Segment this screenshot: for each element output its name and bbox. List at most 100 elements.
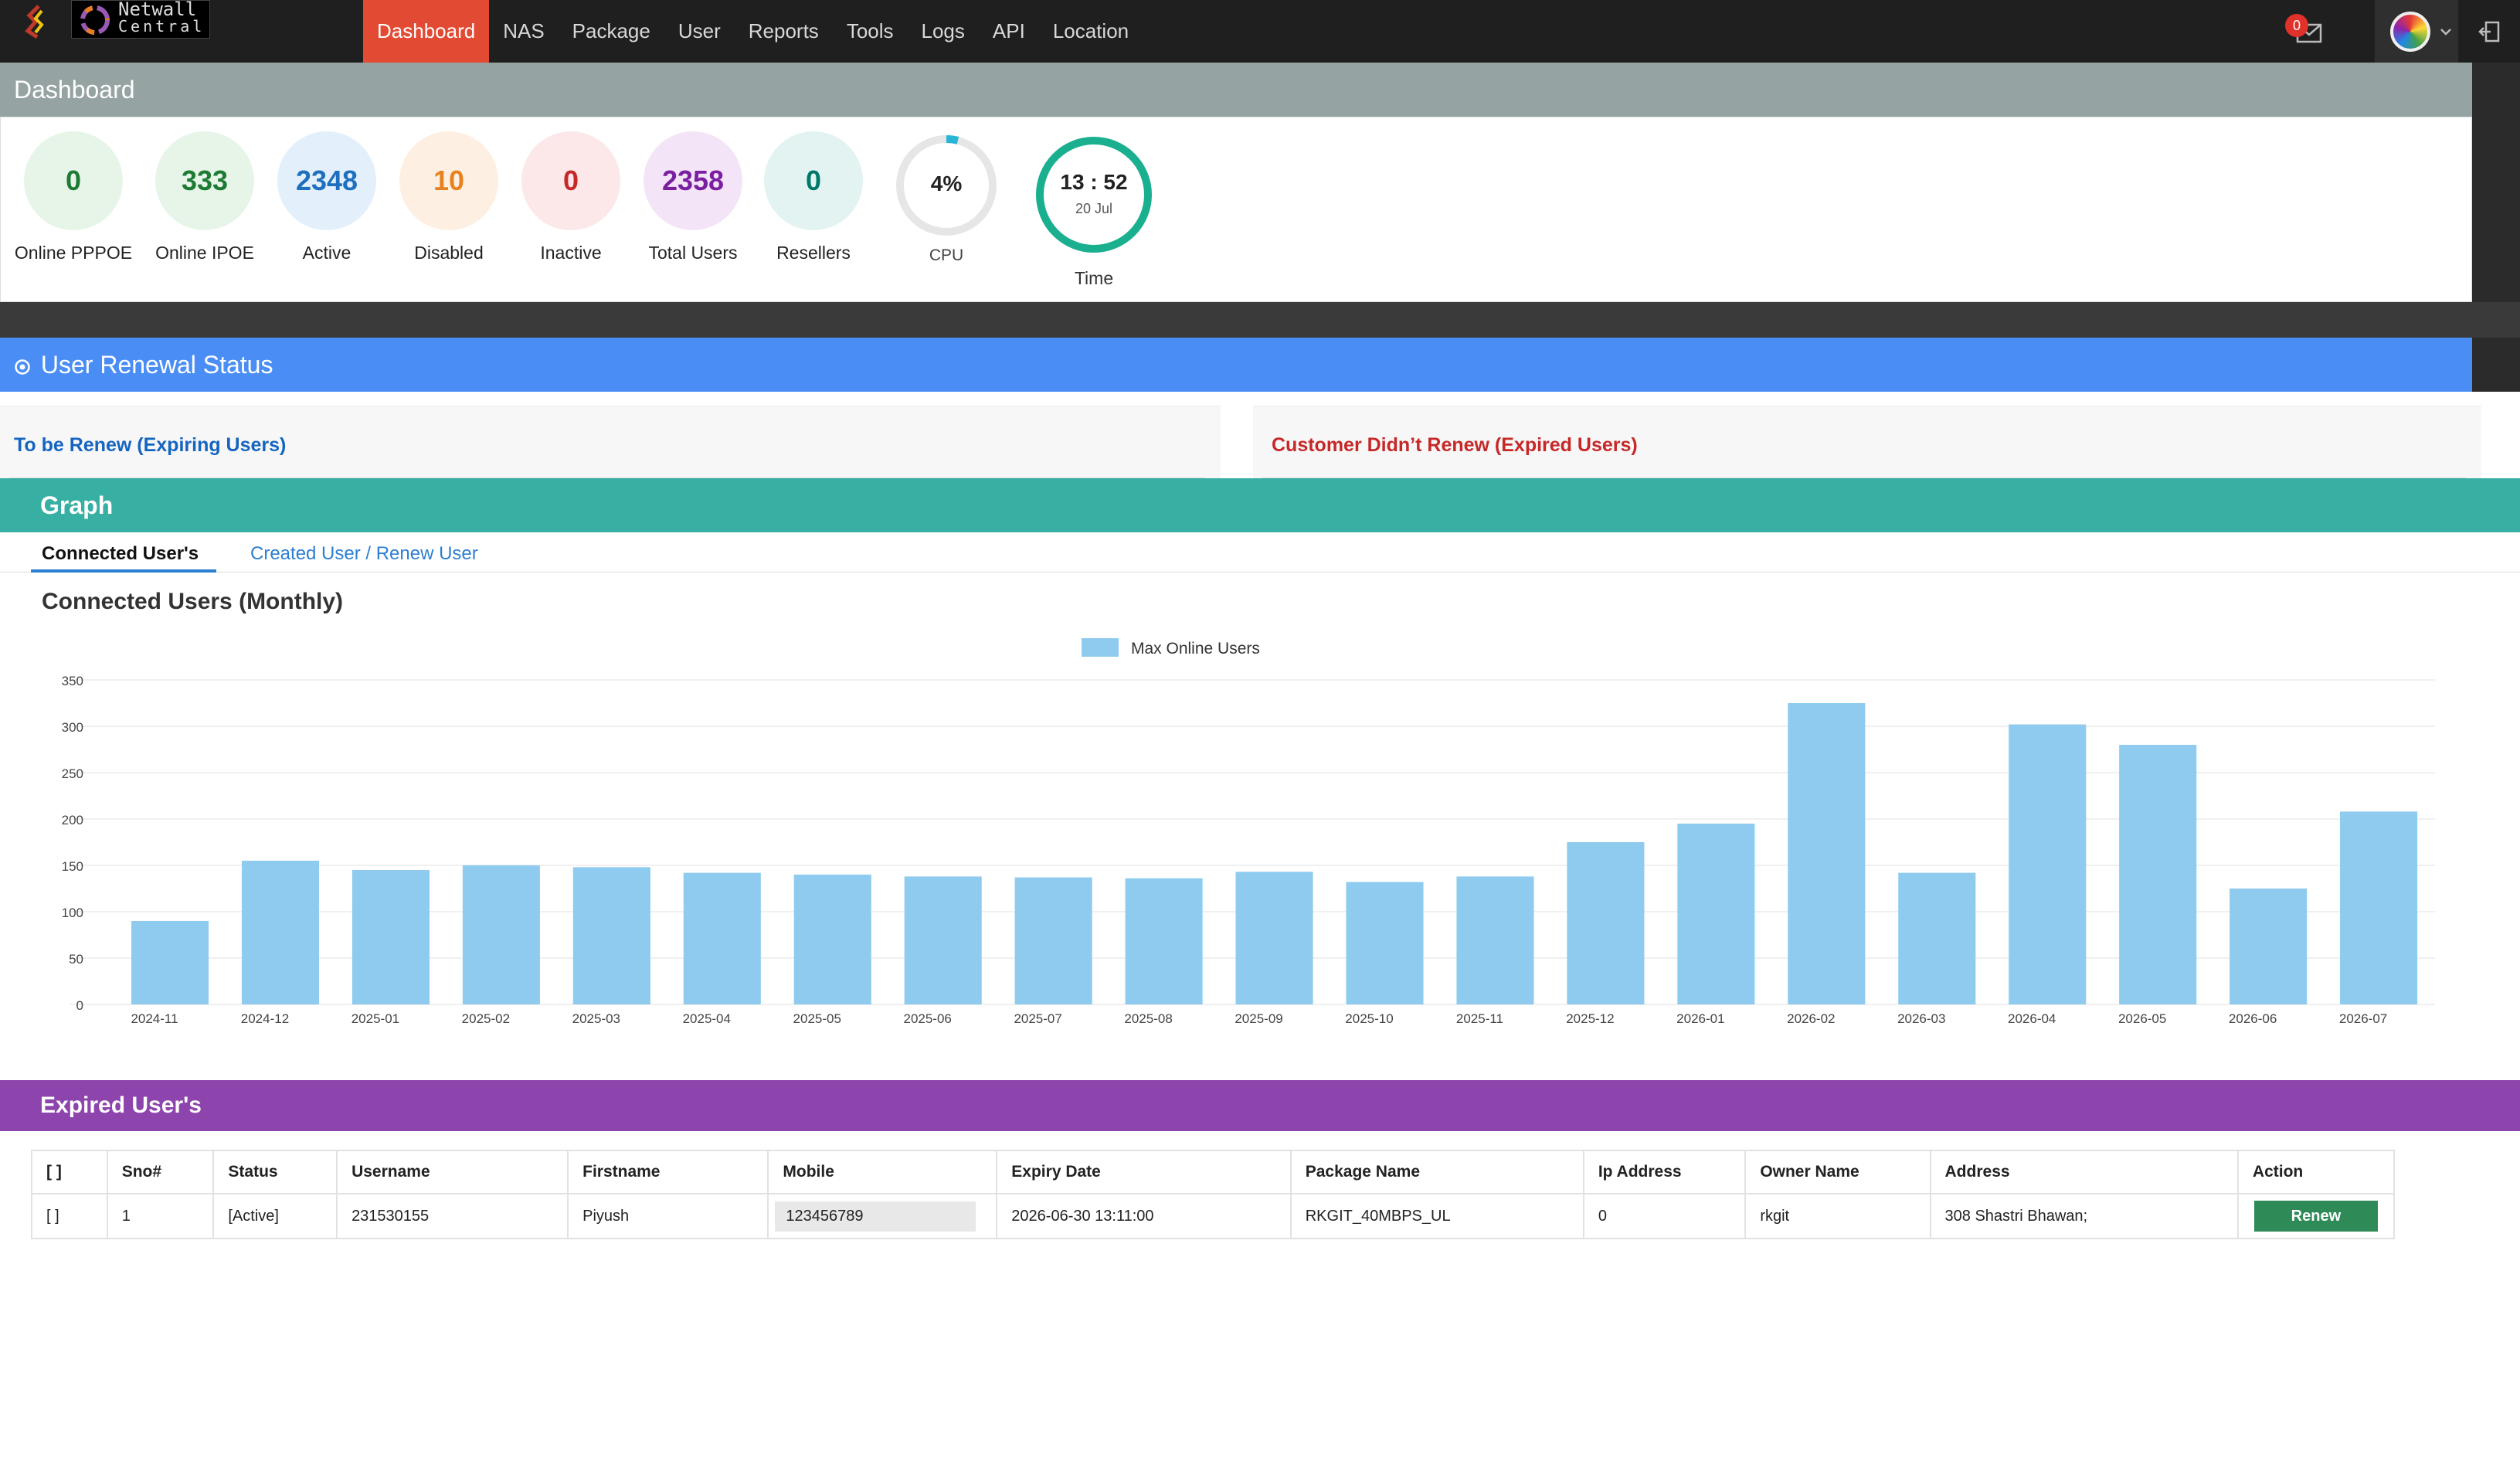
bar-2024-11[interactable] [131,921,209,1004]
tab-created-renew-user[interactable]: Created User / Renew User [250,543,478,564]
expired-users-title[interactable]: Customer Didn’t Renew (Expired Users) [1272,434,1638,456]
bar-2025-01[interactable] [352,870,430,1004]
cpu-value: 4% [930,172,963,195]
stat-online-pppoe[interactable]: 0 Online PPPOE [12,131,135,263]
expired-users-table: [ ] Sno# Status Username Firstname Mobile Expi… [31,1150,2396,1239]
time-date: 20 Jul [1075,201,1113,216]
nav-item-reports[interactable]: Reports [748,19,819,42]
nav-item-logs[interactable]: Logs [921,19,965,42]
bar-2025-02[interactable] [462,865,540,1004]
nav-item-api[interactable]: API [992,19,1025,42]
collapse-toggle-icon[interactable] [14,359,31,375]
nav-item-nas[interactable]: NAS [503,19,545,42]
legend-label: Max Online Users [1131,640,1260,658]
stat-inactive[interactable]: 0 Inactive [509,131,633,263]
bar-2025-11[interactable] [1456,876,1534,1004]
cpu-gauge: 4% CPU [894,133,999,265]
bar-2025-06[interactable] [904,876,982,1004]
x-tick-label: 2025-10 [1345,1011,1393,1026]
cell-firstname: Piyush [567,1193,769,1239]
bar-2025-04[interactable] [683,872,761,1004]
bar-2025-03[interactable] [572,867,650,1004]
nav-item-dashboard[interactable]: Dashboard [363,0,490,73]
nav-item-tools[interactable]: Tools [846,19,894,42]
column-header[interactable]: Status [212,1150,338,1194]
x-tick-label: 2024-11 [131,1011,178,1026]
stat-online-ipoe[interactable]: 333 Online IPOE [143,131,267,263]
x-tick-label: 2025-03 [572,1011,620,1026]
y-tick-label: 350 [62,674,83,688]
tab-connected-users[interactable]: Connected User's [31,543,216,573]
x-tick-label: 2026-03 [1897,1011,1945,1026]
stat-disabled[interactable]: 10 Disabled [387,131,511,263]
x-tick-label: 2025-11 [1456,1011,1503,1026]
bar-2025-07[interactable] [1014,877,1092,1004]
legend-swatch [1082,638,1119,657]
stat-label: Online PPPOE [14,243,133,263]
column-header[interactable]: Mobile [767,1150,998,1194]
cell-action: Renew [2236,1193,2396,1239]
renewal-header[interactable]: User Renewal Status [0,338,2472,392]
column-header[interactable]: Expiry Date [996,1150,1292,1194]
x-tick-label: 2025-02 [462,1011,510,1026]
y-tick-label: 250 [62,766,83,781]
bar-2026-03[interactable] [1898,872,1976,1004]
y-tick-label: 0 [76,998,83,1013]
stat-resellers[interactable]: 0 Resellers [752,131,875,263]
expiring-users-title[interactable]: To be Renew (Expiring Users) [14,434,287,456]
column-header[interactable]: [ ] [31,1150,108,1194]
user-menu-button[interactable] [2375,0,2458,63]
bar-2025-12[interactable] [1567,842,1645,1004]
bar-2025-10[interactable] [1346,882,1424,1004]
column-header[interactable]: Address [1929,1150,2239,1194]
bar-2026-01[interactable] [1677,824,1755,1004]
graph-header: Graph [0,478,2520,532]
y-tick-label: 150 [62,859,83,874]
expired-users-panel: Customer Didn’t Renew (Expired Users) [1253,406,2481,478]
column-header[interactable]: Action [2236,1150,2396,1194]
column-header[interactable]: Package Name [1289,1150,1584,1194]
cell-address: 308 Shastri Bhawan; [1929,1193,2239,1239]
stat-value: 333 [155,131,254,230]
bar-2024-12[interactable] [241,861,320,1004]
cell-check[interactable]: [ ] [31,1193,108,1239]
renewal-body: To be Renew (Expiring Users) Customer Di… [0,392,2520,478]
nav-item-user[interactable]: User [678,19,721,42]
brand-logo[interactable]: Netwall Central [71,0,210,39]
top-navbar: Netwall Central Dashboard NAS Package User R… [0,0,2520,73]
nav-item-package[interactable]: Package [572,19,650,42]
cell-sno: 1 [106,1193,215,1239]
cell-status: [Active] [212,1193,338,1239]
stat-active[interactable]: 2348 Active [265,131,389,263]
bar-2025-09[interactable] [1235,872,1313,1004]
table-row[interactable]: [ ] 1 [Active] 231530155 Piyush 123456789 2026… [31,1193,2396,1239]
renewal-title: User Renewal Status [40,351,273,379]
bar-2025-05[interactable] [793,875,871,1004]
y-tick-label: 200 [62,813,83,827]
column-header[interactable]: Username [336,1150,569,1194]
messages-button[interactable]: 0 [2282,0,2328,63]
renew-button[interactable]: Renew [2253,1201,2378,1232]
column-header[interactable]: Firstname [567,1150,769,1194]
graph-tabs: Connected User's Created User / Renew Us… [0,532,2520,573]
bar-2026-04[interactable] [2009,724,2087,1004]
bar-2026-02[interactable] [1788,703,1866,1004]
bar-2026-07[interactable] [2340,811,2418,1004]
logout-button[interactable] [2458,0,2520,63]
cell-username: 231530155 [336,1193,569,1239]
column-header[interactable]: Owner Name [1744,1150,1931,1194]
stat-label: Active [302,243,352,263]
bar-2025-08[interactable] [1125,878,1203,1004]
stat-total-users[interactable]: 2358 Total Users [631,131,755,263]
x-tick-label: 2024-12 [241,1011,289,1026]
bar-2026-06[interactable] [2230,889,2308,1004]
stat-label: Resellers [776,243,851,263]
y-tick-label: 50 [69,952,83,967]
column-header[interactable]: Sno# [106,1150,215,1194]
cell-owner: rkgit [1744,1193,1931,1239]
nav-item-location[interactable]: Location [1052,19,1129,42]
bar-2026-05[interactable] [2119,745,2197,1004]
cell-mobile: 123456789 [767,1193,998,1239]
column-header[interactable]: Ip Address [1582,1150,1747,1194]
connected-users-chart: Max Online Users 0 50 100 150 200 250 300 350 202… [62,638,2435,1026]
